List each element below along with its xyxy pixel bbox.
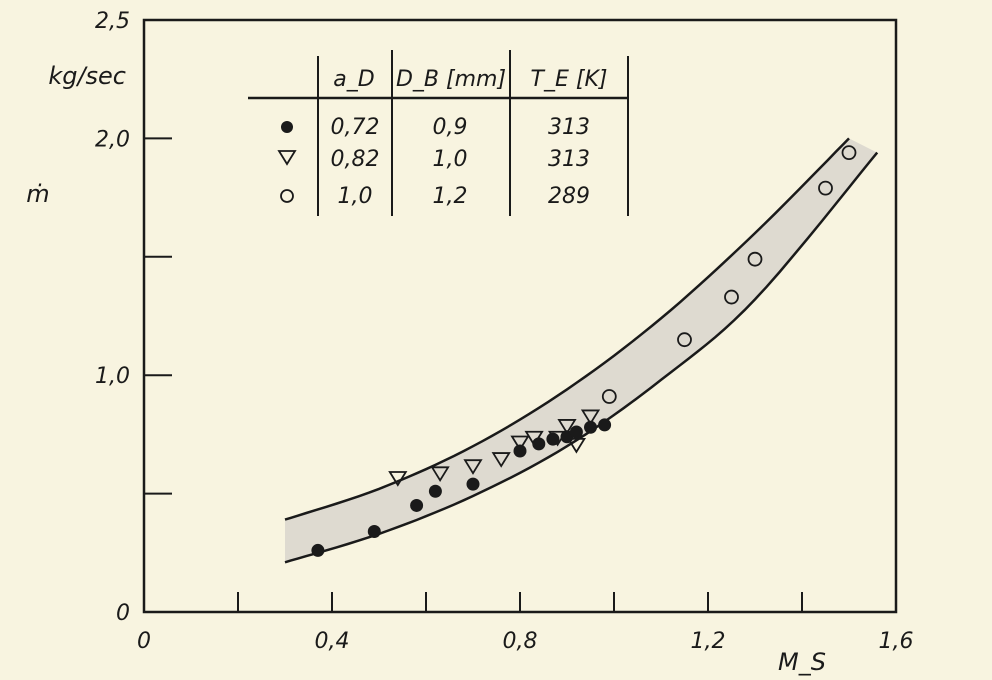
data-point-open-triangle <box>524 430 544 447</box>
legend-marker-open-circle <box>280 189 294 203</box>
data-point-open-triangle <box>430 466 450 483</box>
legend-d-b-value: 1,2 <box>433 184 468 209</box>
plot-area-background <box>144 20 896 612</box>
legend-d-b-value: 1,0 <box>433 147 468 172</box>
data-point-filled-circle <box>584 420 597 434</box>
legend-header-d-b: D_B [mm] <box>396 67 506 92</box>
x-tick-label: 0,8 <box>503 629 538 654</box>
legend-marker-open-triangle <box>277 150 297 166</box>
data-point-open-triangle <box>510 435 530 452</box>
legend-marker-filled-circle <box>281 121 293 133</box>
data-point-filled-circle <box>367 524 381 538</box>
legend-d-b-value: 0,9 <box>433 115 468 140</box>
data-point-open-circle <box>677 332 692 348</box>
legend-header-a-d: a_D <box>333 67 374 92</box>
x-tick-label: 1,6 <box>879 629 914 654</box>
band-upper-curve <box>284 137 850 521</box>
legend-table: a_D D_B [mm] T_E [K] 0,72 0,9 313 0,82 1… <box>248 50 629 216</box>
y-tick-label: 1,0 <box>95 364 130 389</box>
data-point-filled-circle <box>311 543 325 557</box>
x-tick-label: 1,2 <box>691 629 726 654</box>
legend-t-e-value: 313 <box>548 115 590 140</box>
data-point-open-triangle <box>491 452 511 468</box>
legend-t-e-value: 313 <box>548 147 590 172</box>
data-point-open-triangle <box>463 459 483 475</box>
x-tick-label: 0,4 <box>315 629 350 654</box>
data-point-filled-circle <box>410 498 424 512</box>
legend-t-e-value: 289 <box>548 184 590 209</box>
data-points <box>311 145 857 557</box>
data-point-filled-circle <box>466 477 480 491</box>
x-axis-label: M_S <box>778 648 826 676</box>
data-point-open-triangle <box>557 419 577 435</box>
data-point-filled-circle <box>598 418 612 432</box>
data-point-open-circle <box>601 389 617 404</box>
x-tick-label: 0 <box>137 629 151 654</box>
axis-ticks: 0 0,4 0,8 1,2 1,6 0 1,0 2,0 2,5 <box>95 9 914 654</box>
legend-a-d-value: 1,0 <box>338 184 373 209</box>
y-tick-label: 0 <box>116 601 130 626</box>
data-point-open-triangle <box>580 409 601 426</box>
y-axis-label: ṁ <box>26 180 49 208</box>
legend-header-t-e: T_E [K] <box>531 67 608 92</box>
data-point-filled-circle <box>428 484 442 498</box>
data-point-open-circle <box>818 180 833 196</box>
y-tick-label: 2,0 <box>95 127 130 152</box>
y-axis-unit: kg/sec <box>48 62 126 90</box>
data-point-open-circle <box>747 251 763 267</box>
y-tick-label: 2,5 <box>95 9 130 34</box>
data-point-filled-circle <box>532 437 546 451</box>
data-point-open-triangle <box>566 437 587 454</box>
data-point-open-circle <box>724 289 739 305</box>
data-point-open-triangle <box>547 430 568 447</box>
data-point-filled-circle <box>569 425 583 439</box>
uncertainty-band <box>285 138 878 563</box>
legend-a-d-value: 0,82 <box>331 147 380 172</box>
data-point-open-circle <box>841 145 857 161</box>
legend-a-d-value: 0,72 <box>331 115 380 140</box>
data-point-open-triangle <box>388 471 408 487</box>
